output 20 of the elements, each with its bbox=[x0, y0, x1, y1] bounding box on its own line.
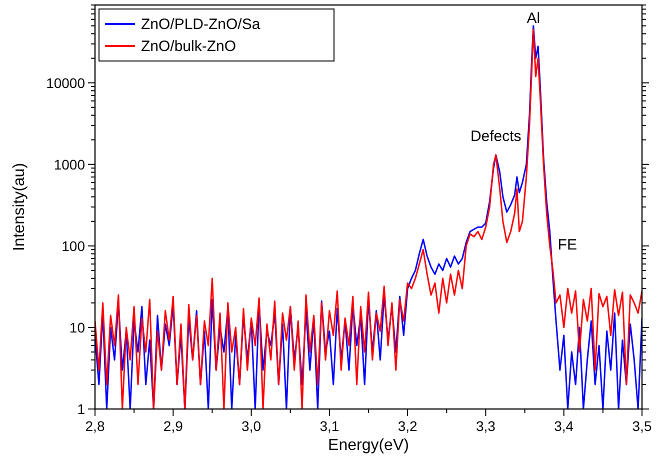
x-tick-label: 3,3 bbox=[476, 418, 496, 434]
x-tick-label: 3,4 bbox=[554, 418, 574, 434]
y-tick-label: 10000 bbox=[46, 74, 86, 91]
annotation: FE bbox=[558, 236, 577, 254]
y-tick-label: 100 bbox=[62, 238, 86, 254]
x-tick-label: 2,9 bbox=[163, 418, 184, 434]
x-tick-label: 3,0 bbox=[242, 418, 262, 434]
annotation: Defects bbox=[470, 128, 522, 146]
x-tick-label: 2,8 bbox=[85, 418, 105, 434]
x-axis-title: Energy(eV) bbox=[328, 437, 409, 454]
legend-label: ZnO/PLD-ZnO/Sa bbox=[141, 16, 261, 33]
legend-label: ZnO/bulk-ZnO bbox=[141, 38, 236, 55]
y-axis-title: Intensity(au) bbox=[11, 162, 28, 252]
x-tick-label: 3,5 bbox=[632, 418, 652, 434]
x-tick-label: 3,2 bbox=[398, 418, 418, 434]
y-tick-label: 10 bbox=[69, 319, 86, 336]
annotation: Al bbox=[526, 10, 540, 27]
x-tick-label: 3,1 bbox=[320, 418, 340, 434]
y-tick-label: 1 bbox=[77, 401, 86, 417]
y-tick-label: 1000 bbox=[54, 156, 86, 172]
